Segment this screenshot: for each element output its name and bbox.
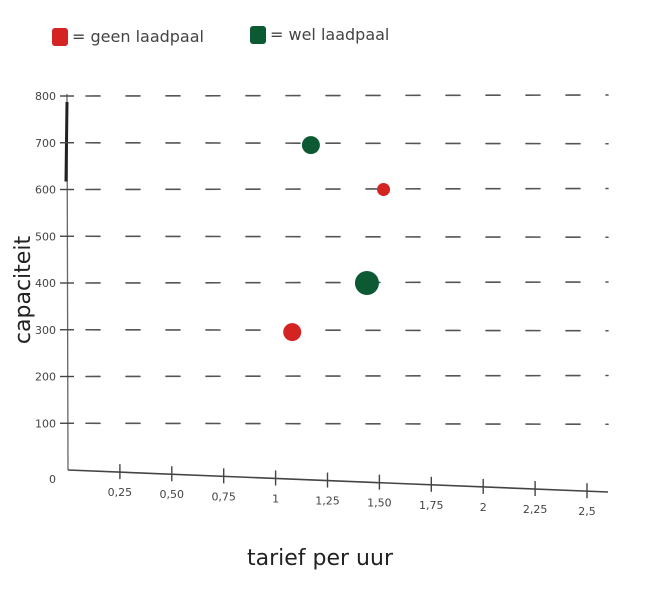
- gridline-y-400: [85, 281, 609, 284]
- data-points: [283, 136, 391, 342]
- gridline-y-600: [85, 187, 609, 191]
- y-tick-label-0: 0: [49, 473, 56, 486]
- legend-label-geen-laadpaal: = geen laadpaal: [72, 27, 204, 46]
- y-tick-label-800: 800: [35, 90, 56, 103]
- x-axis-line: [67, 469, 609, 493]
- point-geen-laadpaal-1: [283, 323, 302, 342]
- legend-swatch-wel-laadpaal: [250, 26, 266, 44]
- axes: [64, 93, 609, 493]
- x-tick-label-2: 2: [480, 501, 487, 514]
- x-tick-label-1,75: 1,75: [419, 499, 444, 512]
- y-tick-label-200: 200: [35, 371, 56, 384]
- gridline-y-500: [85, 235, 609, 239]
- point-wel-laadpaal-1: [301, 136, 320, 155]
- y-axis-accent: [64, 101, 69, 182]
- point-geen-laadpaal-2: [377, 183, 391, 196]
- y-tick-label-300: 300: [35, 324, 56, 337]
- x-tick-label-1,25: 1,25: [315, 495, 340, 508]
- gridline-y-300: [85, 328, 609, 332]
- y-tick-label-100: 100: [35, 417, 56, 430]
- x-tick-label-1,50: 1,50: [367, 497, 392, 510]
- gridline-y-700: [85, 141, 609, 145]
- tick-marks: [60, 95, 588, 499]
- point-wel-laadpaal-2: [354, 271, 379, 295]
- y-tick-label-400: 400: [35, 277, 56, 290]
- gridline-y-100: [85, 422, 609, 426]
- gridline-y-200: [85, 374, 609, 378]
- x-tick-label-2,5: 2,5: [578, 505, 596, 518]
- x-tick-label-0,50: 0,50: [160, 488, 185, 501]
- gridlines: [85, 94, 609, 426]
- x-axis-label: tarief per uur: [247, 546, 394, 571]
- y-tick-label-700: 700: [35, 137, 56, 150]
- legend: = geen laadpaal = wel laadpaal: [52, 25, 389, 46]
- y-tick-label-500: 500: [35, 230, 56, 243]
- x-tick-label-2,25: 2,25: [523, 503, 548, 516]
- x-tick-label-0,25: 0,25: [108, 486, 133, 499]
- x-tick-label-0,75: 0,75: [211, 490, 236, 503]
- y-tick-label-600: 600: [35, 184, 56, 197]
- gridline-y-800: [85, 94, 609, 97]
- legend-label-wel-laadpaal: = wel laadpaal: [270, 25, 389, 44]
- y-axis-label: capaciteit: [11, 236, 36, 345]
- x-tick-label-1: 1: [272, 492, 279, 505]
- tick-labels: 0 100 200 300 400 500 600 700 800 0,25 0,50 0,75 1 1,…: [35, 90, 596, 518]
- legend-swatch-geen-laadpaal: [52, 28, 68, 46]
